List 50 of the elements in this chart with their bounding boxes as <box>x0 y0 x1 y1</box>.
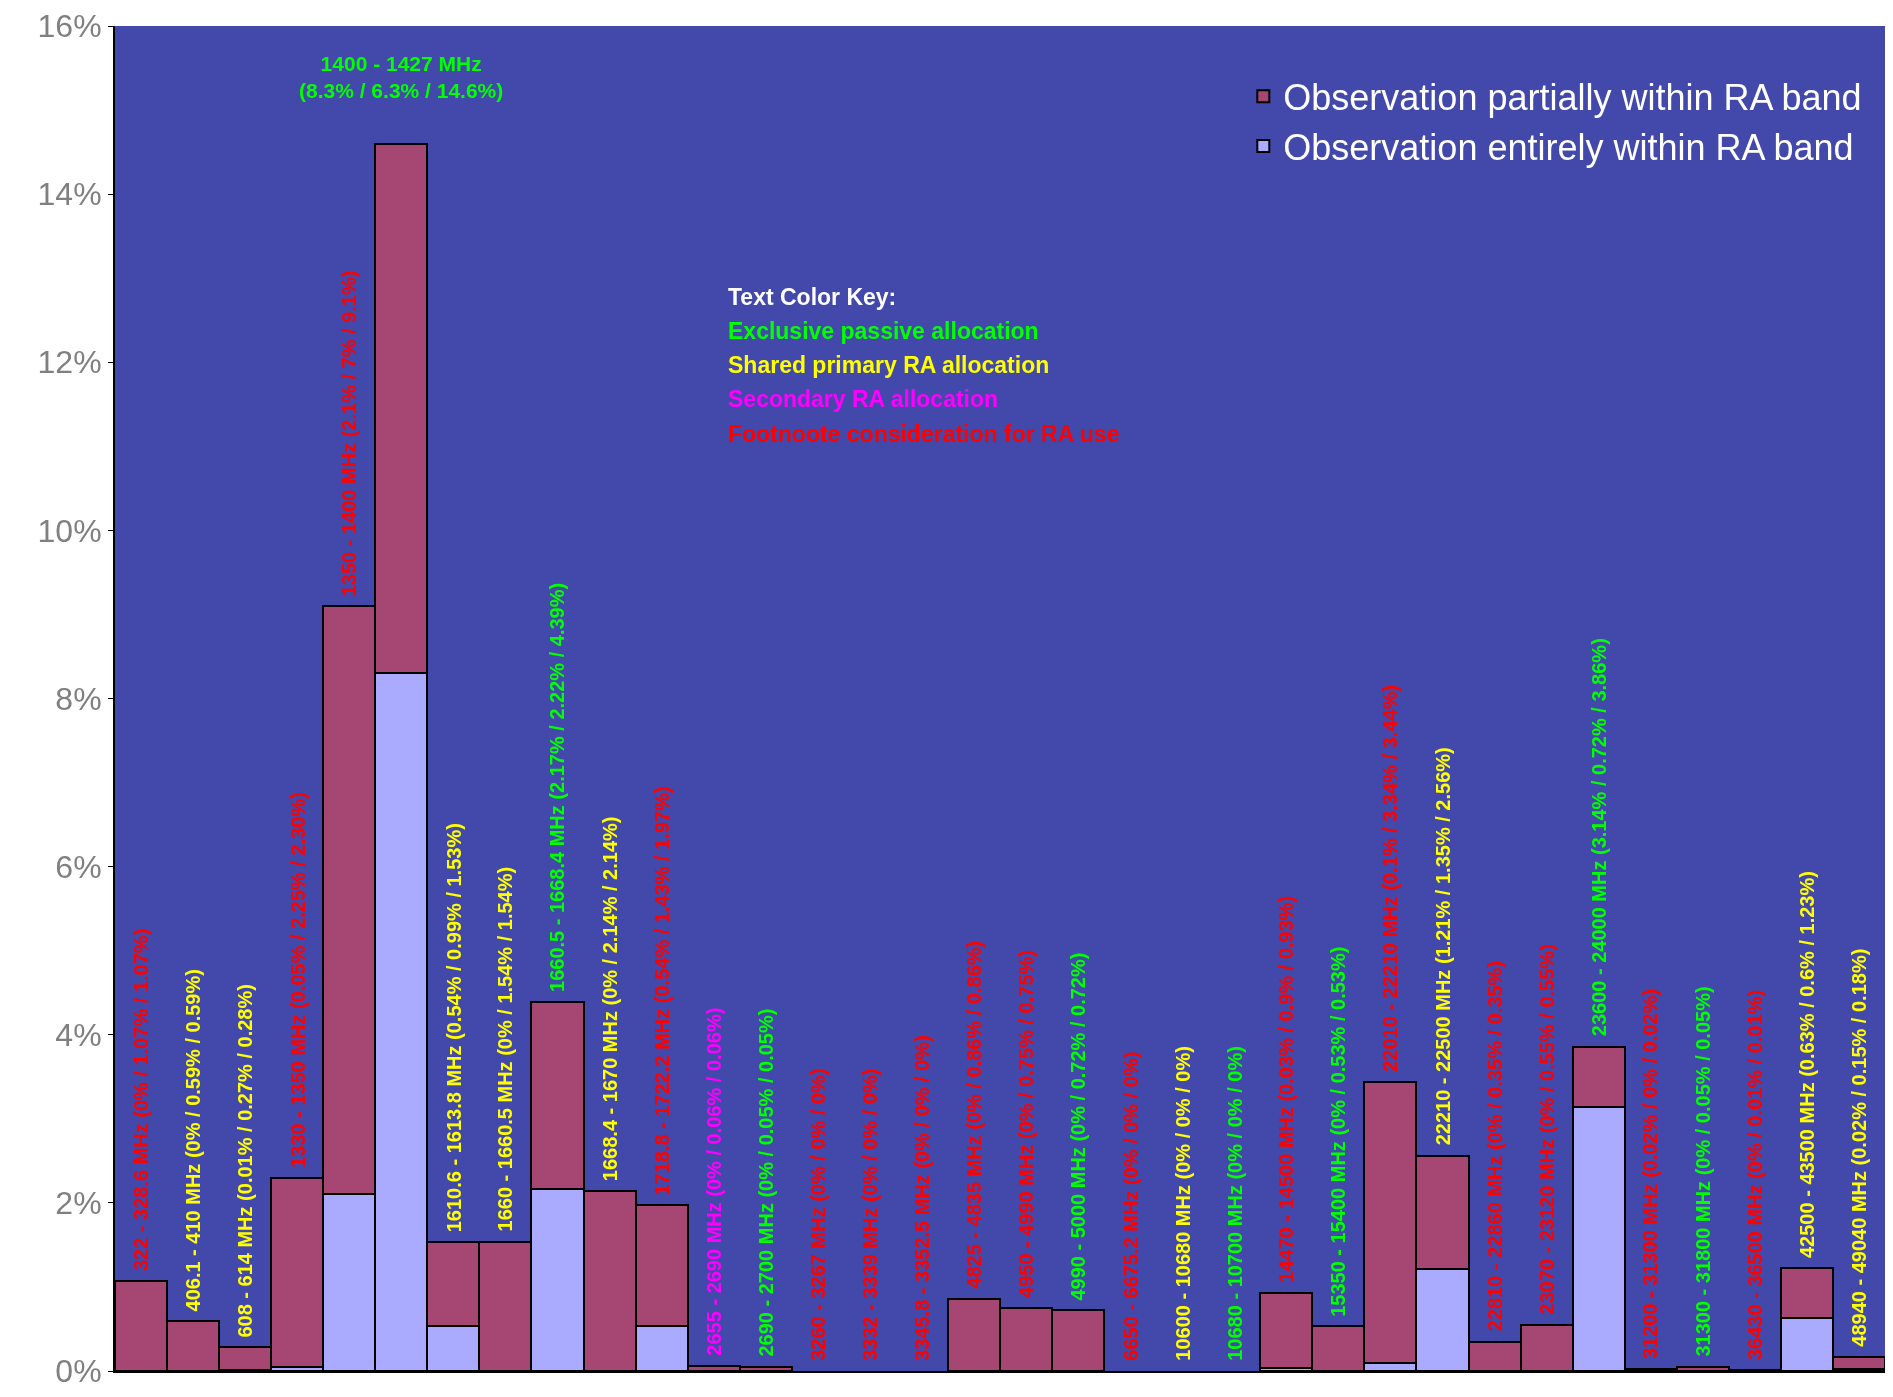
x-tick-label: 1660 - 1660.5 MHz (0% / 1.54% / 1.54%) <box>494 866 517 1232</box>
x-tick-label: 23600 - 24000 MHz (3.14% / 0.72% / 3.86%) <box>1588 638 1611 1037</box>
y-tick-label: 10% <box>37 512 102 549</box>
x-tick-label: 322 - 328.6 MHz (0% / 1.07% / 1.07%) <box>129 928 152 1272</box>
x-tick-label: 1668.4 - 1670 MHz (0% / 2.14% / 2.14%) <box>598 816 621 1182</box>
x-tick-label: 6650 - 6675.2 MHz (0% / 0% / 0%) <box>1119 1051 1142 1361</box>
x-tick-label: 4950 - 4990 MHz (0% / 0.75% / 0.75%) <box>1015 950 1038 1298</box>
x-tick-label: 1610.6 - 1613.8 MHz (0.54% / 0.99% / 1.53%) <box>442 823 465 1233</box>
x-tick-label: 4825 - 4835 MHz (0% / 0.86% / 0.86%) <box>963 940 986 1289</box>
annotation: Secondary RA allocation <box>728 386 999 412</box>
annotation: Shared primary RA allocation <box>728 352 1050 378</box>
x-tick-label: 22810 - 22860 MHz (0% / 0.35% / 0.35%) <box>1483 960 1506 1332</box>
y-tick-label: 12% <box>37 344 102 381</box>
annotation: Text Color Key: <box>728 284 897 310</box>
y-tick-label: 2% <box>55 1185 102 1222</box>
x-tick-label: 23070 - 23120 MHz (0% / 0.55% / 0.55%) <box>1535 944 1558 1315</box>
x-tick-label: 1330 - 1350 MHz (0.05% / 2.25% / 2.30%) <box>286 792 309 1168</box>
annotation: Exclusive passive allocation <box>728 318 1039 344</box>
y-tick-label: 4% <box>55 1016 102 1053</box>
x-tick-label: 15350 - 15400 MHz (0% / 0.53% / 0.53%) <box>1326 946 1349 1317</box>
x-tick-label: 14470 - 14500 MHz (0.03% / 0.9% / 0.93%) <box>1275 895 1297 1283</box>
x-tick-label: 22210 - 22500 MHz (1.21% / 1.35% / 2.56%) <box>1431 747 1454 1146</box>
x-tick-label: 31200 - 31300 MHz (0.02% / 0% / 0.02%) <box>1639 988 1662 1360</box>
x-tick-label: 48940 - 49040 MHz (0.02% / 0.15% / 0.18%) <box>1848 948 1871 1347</box>
x-tick-label: 3260 - 3267 MHz (0% / 0% / 0%) <box>806 1068 829 1361</box>
x-tick-label: 22010 - 22210 MHz (0.1% / 3.34% / 3.44%) <box>1379 684 1402 1072</box>
x-tick-label: 1660.5 - 1668.4 MHz (2.17% / 2.22% / 4.39%) <box>546 582 569 992</box>
x-tick-label: 10600 - 10680 MHz (0% / 0% / 0%) <box>1171 1046 1194 1361</box>
x-tick-label: 4990 - 5000 MHz (0% / 0.72% / 0.72%) <box>1066 952 1089 1301</box>
x-tick-label: 1400 - 1427 MHz (8.3% / 6.3% / 14.6%) <box>299 52 504 103</box>
x-tick-label: 1350 - 1400 MHz (2.1% / 7% / 9.1%) <box>338 270 361 597</box>
y-tick-label: 16% <box>37 8 102 45</box>
x-tick-label: 608 - 614 MHz (0.01% / 0.27% / 0.28%) <box>233 984 256 1338</box>
x-tick-label: 1718.8 - 1722.2 MHz (0.54% / 1.43% / 1.97%) <box>650 786 673 1196</box>
y-tick-label: 8% <box>55 680 102 717</box>
y-tick-label: 0% <box>55 1353 102 1390</box>
x-tick-label: 31300 - 31800 MHz (0% / 0.05% / 0.05%) <box>1691 986 1714 1357</box>
x-tick-label: 3332 - 3339 MHz (0% / 0% / 0%) <box>858 1068 881 1361</box>
annotation: Footnoote consideration for RA use <box>728 421 1120 447</box>
y-tick-label: 14% <box>37 176 102 213</box>
x-tick-label: 42500 - 43500 MHz (0.63% / 0.6% / 1.23%) <box>1795 871 1818 1259</box>
x-tick-label: 3345.8 - 3352.5 MHz (0% / 0% / 0%) <box>910 1035 933 1361</box>
legend-label: Observation partially within RA band <box>1283 77 1862 119</box>
x-tick-label: 406.1 - 410 MHz (0% / 0.59% / 0.59%) <box>181 969 204 1312</box>
x-tick-label: 36430 - 36500 MHz (0% / 0.01% / 0.01%) <box>1743 989 1766 1361</box>
legend-label: Observation entirely within RA band <box>1283 127 1854 169</box>
x-tick-label: 2655 - 2690 MHz (0% / 0.06% / 0.06%) <box>702 1007 725 1356</box>
x-tick-label: 10680 - 10700 MHz (0% / 0% / 0%) <box>1223 1046 1246 1361</box>
x-tick-label: 2690 - 2700 MHz (0% / 0.05% / 0.05%) <box>754 1008 777 1357</box>
y-tick-label: 6% <box>55 848 102 885</box>
